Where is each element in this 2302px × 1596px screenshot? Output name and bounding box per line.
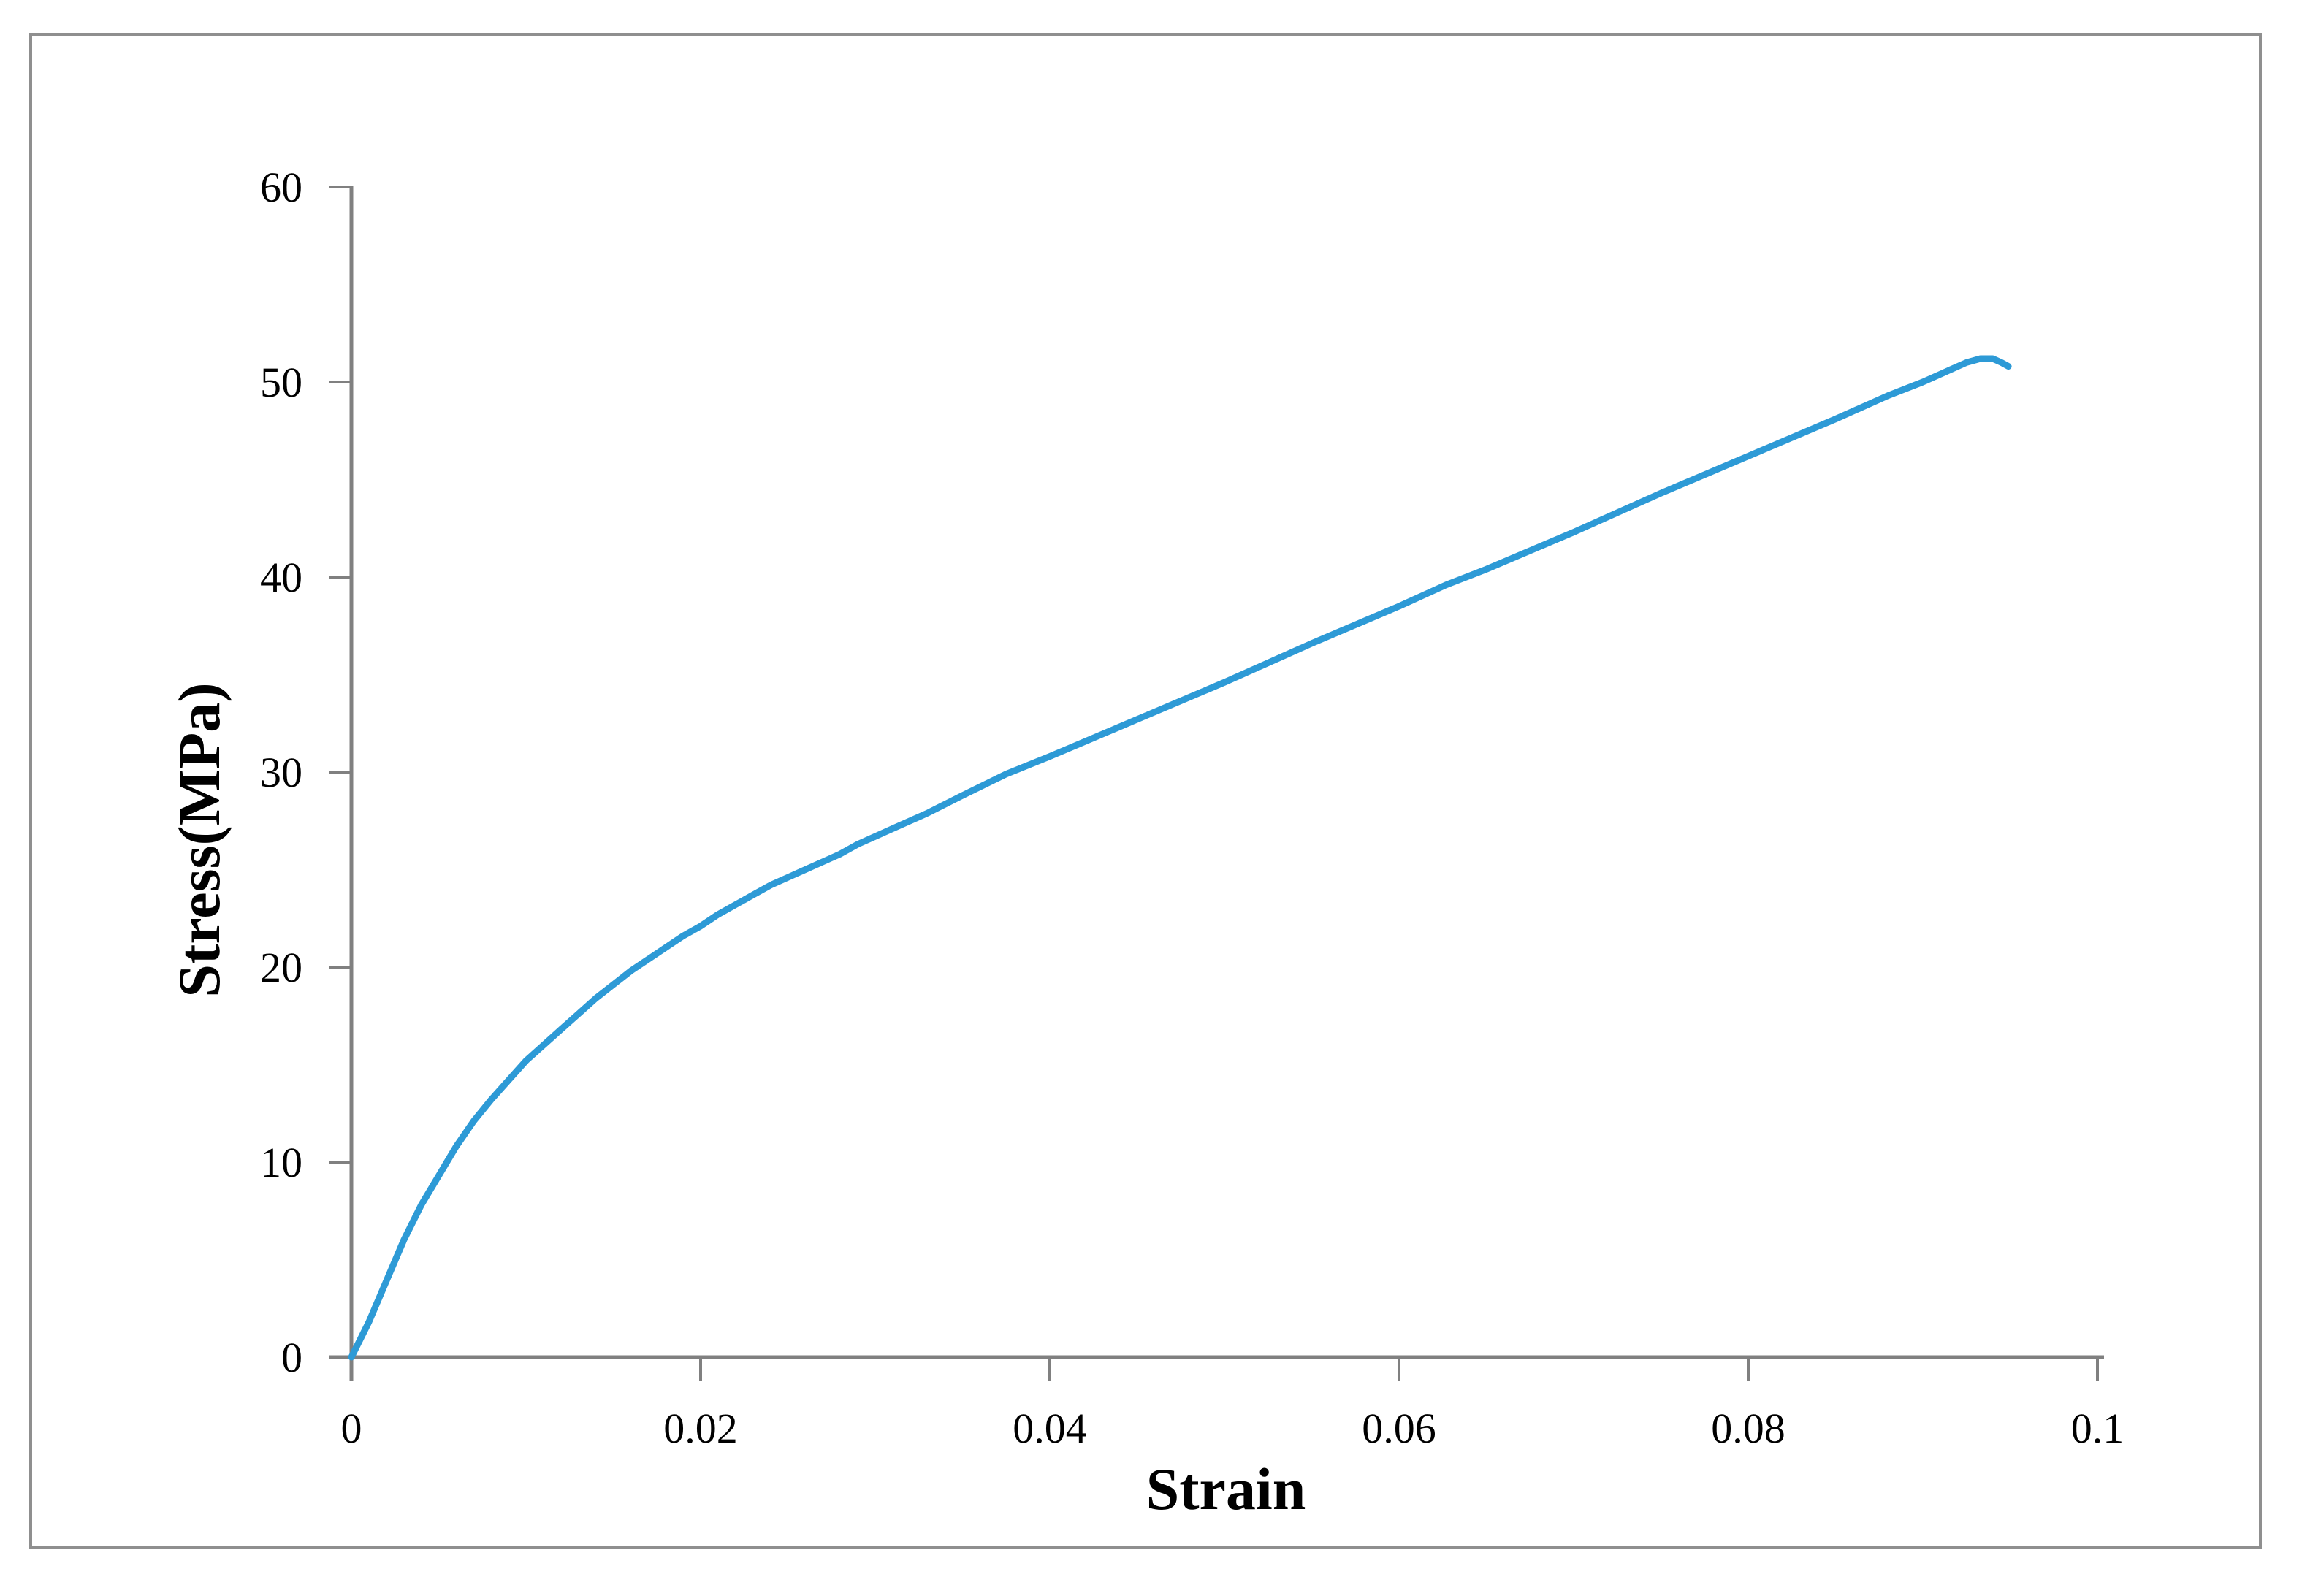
x-tick-label: 0.08	[1711, 1405, 1785, 1452]
x-axis-title: Strain	[1146, 1456, 1306, 1522]
figure-border	[29, 33, 2262, 1549]
y-tick-label: 0	[281, 1334, 302, 1381]
stress-strain-curve	[348, 355, 2012, 1361]
y-axis-ticks	[329, 186, 351, 1359]
x-tick-label: 0.04	[1013, 1405, 1087, 1452]
y-tick-label: 20	[260, 944, 302, 991]
y-tick-label: 30	[260, 749, 302, 796]
y-axis-title: Stress(MPa)	[166, 682, 232, 997]
x-tick-label: 0.1	[2071, 1405, 2124, 1452]
x-tick-label: 0.02	[663, 1405, 738, 1452]
y-axis-tick-labels: 0 10 20 30 40 50 60	[260, 164, 302, 1381]
x-axis-tick-labels: 0 0.02 0.04 0.06 0.08 0.1	[341, 1405, 2124, 1452]
y-tick-label: 40	[260, 554, 302, 601]
y-tick-label: 10	[260, 1139, 302, 1186]
x-tick-label: 0	[341, 1405, 362, 1452]
y-tick-label: 50	[260, 359, 302, 406]
x-axis-ticks	[350, 1357, 2099, 1381]
x-tick-label: 0.06	[1362, 1405, 1436, 1452]
y-tick-label: 60	[260, 164, 302, 211]
